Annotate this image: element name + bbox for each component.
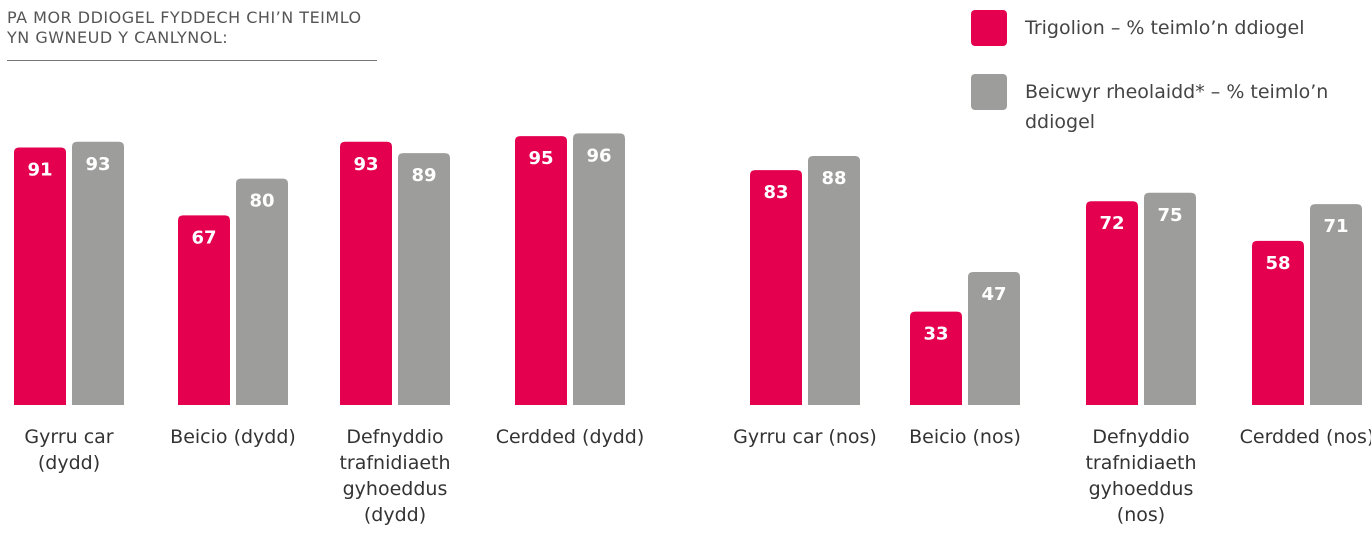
bar: [573, 133, 625, 405]
legend-item: Trigolion – % teimlo’n ddiogel: [971, 10, 1355, 46]
bar: [515, 136, 567, 405]
data-label: 95: [528, 148, 553, 169]
bar: [398, 153, 450, 405]
x-tick-label: Defnyddio trafnidiaeth gyhoeddus (dydd): [339, 426, 451, 526]
bar: [750, 170, 802, 405]
bar: [178, 215, 230, 405]
data-label: 67: [191, 227, 216, 248]
bar: [236, 178, 288, 405]
data-label: 71: [1323, 216, 1348, 237]
bar: [910, 311, 962, 405]
data-label: 47: [981, 284, 1006, 305]
data-label: 89: [411, 165, 436, 186]
x-tick-label: Beicio (dydd): [170, 426, 296, 448]
legend-swatch: [971, 10, 1007, 46]
bar: [340, 141, 392, 405]
bar: [808, 155, 860, 405]
x-tick-label: Gyrru car (nos): [733, 426, 877, 448]
bar: [14, 147, 66, 405]
data-label: 72: [1099, 213, 1124, 234]
legend-swatch: [971, 74, 1007, 110]
x-tick-label: Gyrru car (dydd): [24, 426, 114, 474]
bar: [968, 271, 1020, 405]
data-label: 83: [763, 182, 788, 203]
data-label: 96: [586, 145, 611, 166]
data-label: 91: [27, 159, 52, 180]
x-tick-label: Defnyddio trafnidiaeth gyhoeddus (nos): [1085, 426, 1197, 526]
data-label: 80: [249, 191, 274, 212]
legend-item: Beicwyr rheolaidd* – % teimlo’n ddiogel: [971, 74, 1355, 137]
data-label: 93: [85, 154, 110, 175]
bar: [1144, 192, 1196, 405]
bar: [1086, 201, 1138, 405]
data-label: 75: [1157, 205, 1182, 226]
data-label: 93: [353, 154, 378, 175]
legend-label: Trigolion – % teimlo’n ddiogel: [1025, 17, 1305, 39]
bar: [72, 141, 124, 405]
chart-title: PA MOR DDIOGEL FYDDECH CHI’N TEIMLO YN G…: [7, 8, 377, 61]
bar: [1252, 240, 1304, 405]
x-tick-label: Cerdded (dydd): [495, 426, 645, 448]
legend-label: Beicwyr rheolaidd* – % teimlo’n ddiogel: [1025, 81, 1329, 133]
data-label: 58: [1265, 253, 1290, 274]
data-label: 33: [923, 324, 948, 345]
data-label: 88: [821, 168, 846, 189]
bar: [1310, 204, 1362, 405]
x-tick-label: Cerdded (nos): [1239, 426, 1371, 448]
x-tick-label: Beicio (nos): [909, 426, 1021, 448]
